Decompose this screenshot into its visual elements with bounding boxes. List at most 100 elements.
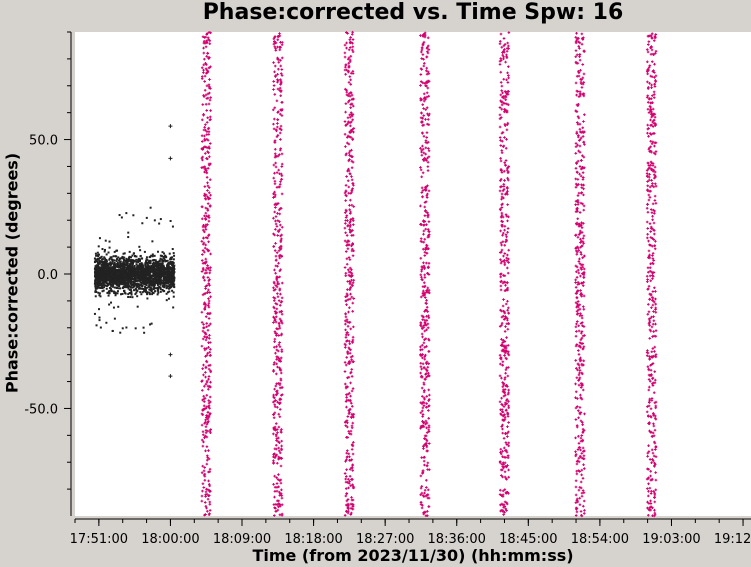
data-point bbox=[168, 284, 171, 287]
data-point bbox=[209, 96, 212, 99]
data-point bbox=[106, 291, 109, 294]
data-point bbox=[503, 351, 507, 355]
data-point bbox=[131, 278, 134, 281]
data-point bbox=[580, 452, 584, 455]
data-point bbox=[424, 422, 427, 426]
data-point bbox=[110, 276, 113, 279]
data-point bbox=[647, 514, 650, 517]
data-point bbox=[146, 263, 149, 266]
data-point bbox=[159, 268, 162, 271]
data-point bbox=[280, 192, 284, 196]
data-point bbox=[142, 278, 145, 281]
data-point bbox=[651, 107, 655, 111]
data-point bbox=[651, 257, 655, 260]
data-point bbox=[169, 258, 172, 261]
data-point bbox=[352, 441, 355, 444]
data-point bbox=[107, 263, 110, 266]
data-point bbox=[501, 489, 505, 493]
data-point bbox=[581, 154, 584, 158]
data-point bbox=[201, 329, 205, 333]
data-point bbox=[209, 193, 212, 197]
data-point bbox=[424, 118, 427, 121]
data-point bbox=[272, 286, 275, 290]
data-point bbox=[201, 464, 204, 468]
data-point bbox=[345, 396, 348, 399]
data-point bbox=[115, 249, 118, 252]
data-point bbox=[275, 447, 278, 451]
data-point bbox=[503, 461, 507, 465]
data-point bbox=[420, 386, 424, 390]
data-point bbox=[501, 233, 504, 237]
data-point bbox=[423, 338, 426, 342]
data-point bbox=[347, 151, 351, 155]
data-point bbox=[204, 504, 208, 508]
data-point bbox=[108, 246, 111, 249]
data-point bbox=[499, 452, 503, 456]
data-point bbox=[107, 290, 110, 293]
data-point bbox=[279, 59, 282, 62]
data-point bbox=[343, 120, 347, 123]
data-point bbox=[581, 431, 585, 434]
data-point bbox=[582, 457, 585, 461]
data-point bbox=[274, 259, 278, 262]
data-point bbox=[275, 251, 279, 254]
data-point bbox=[276, 461, 279, 465]
data-point bbox=[501, 360, 505, 364]
data-point bbox=[350, 114, 354, 118]
data-point bbox=[137, 261, 140, 264]
data-point bbox=[502, 345, 506, 348]
data-point bbox=[581, 63, 585, 66]
data-point bbox=[118, 278, 121, 281]
data-point bbox=[348, 221, 352, 225]
data-point bbox=[424, 322, 427, 326]
data-point bbox=[162, 255, 165, 258]
data-point bbox=[120, 216, 123, 219]
data-point bbox=[276, 440, 280, 444]
data-point bbox=[574, 247, 578, 250]
data-point bbox=[99, 326, 102, 329]
data-point bbox=[499, 275, 503, 279]
data-point bbox=[420, 57, 424, 60]
data-point bbox=[95, 274, 98, 277]
data-point bbox=[344, 231, 347, 235]
data-point bbox=[582, 176, 585, 179]
data-point bbox=[280, 254, 283, 258]
data-point bbox=[351, 335, 355, 339]
data-point bbox=[504, 233, 508, 236]
data-point bbox=[97, 268, 100, 271]
data-point bbox=[575, 313, 579, 316]
data-point bbox=[280, 109, 284, 112]
data-point bbox=[506, 435, 509, 438]
data-point bbox=[579, 510, 583, 513]
data-point bbox=[348, 113, 351, 117]
data-point bbox=[574, 152, 578, 155]
data-point bbox=[126, 258, 129, 261]
data-point bbox=[206, 328, 210, 332]
data-point bbox=[351, 413, 355, 417]
data-point bbox=[156, 261, 159, 264]
data-point bbox=[159, 283, 162, 286]
data-point bbox=[652, 330, 655, 333]
data-point bbox=[130, 283, 133, 286]
data-point bbox=[647, 388, 651, 392]
data-point bbox=[577, 40, 580, 44]
data-point bbox=[581, 324, 584, 328]
data-point bbox=[207, 145, 211, 149]
data-point bbox=[344, 216, 348, 219]
data-point bbox=[273, 268, 276, 272]
data-point bbox=[574, 450, 577, 453]
data-point bbox=[420, 111, 423, 115]
data-point bbox=[505, 408, 508, 412]
data-point bbox=[275, 348, 279, 352]
data-point bbox=[426, 468, 429, 471]
data-point bbox=[345, 318, 349, 322]
data-point bbox=[280, 174, 284, 178]
data-point bbox=[420, 275, 423, 279]
data-point bbox=[503, 505, 507, 508]
data-point bbox=[348, 38, 352, 41]
data-point bbox=[425, 69, 428, 73]
data-point bbox=[107, 273, 110, 276]
data-point bbox=[347, 142, 351, 146]
data-point bbox=[118, 214, 121, 217]
data-point bbox=[101, 258, 104, 261]
